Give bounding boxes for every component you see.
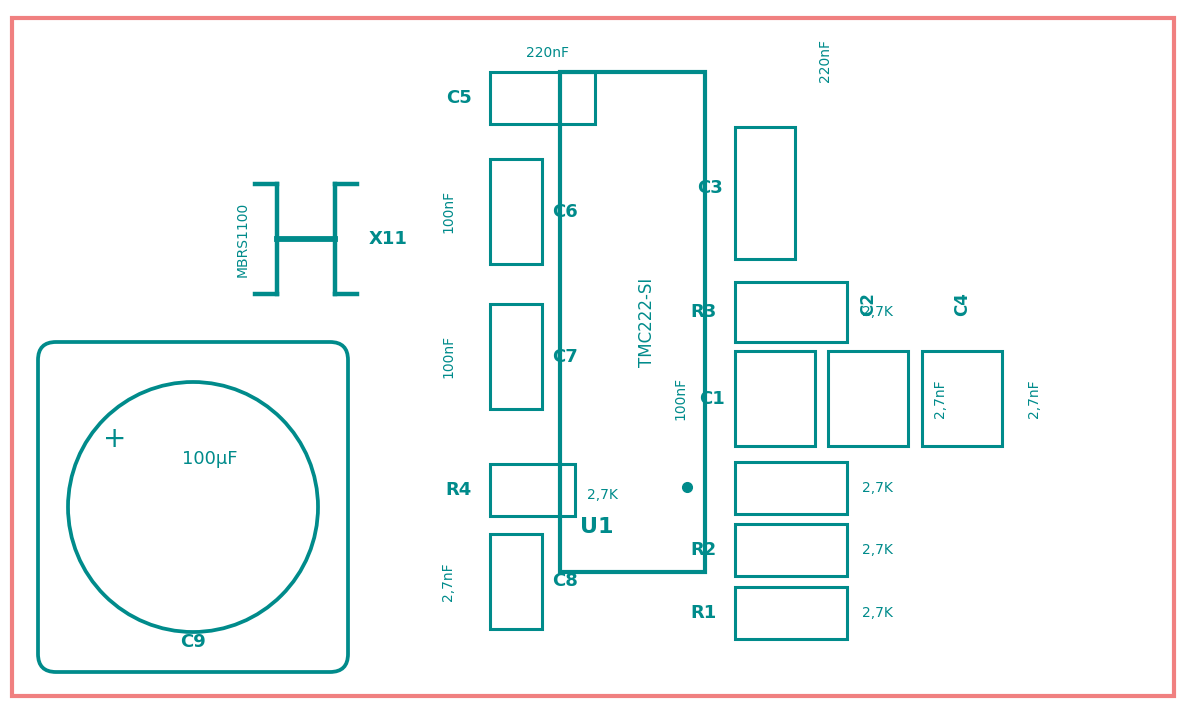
Text: 2,7K: 2,7K: [862, 543, 893, 557]
Text: C3: C3: [697, 179, 723, 197]
Bar: [922, 351, 1002, 446]
Text: C5: C5: [446, 89, 472, 107]
Text: 2,7nF: 2,7nF: [933, 379, 946, 418]
Bar: [560, 72, 704, 572]
Bar: [490, 72, 595, 124]
Text: 100nF: 100nF: [672, 377, 687, 420]
Bar: [828, 351, 908, 446]
Text: X11: X11: [369, 230, 408, 248]
Text: 2,7K: 2,7K: [862, 606, 893, 620]
Text: 2,7K: 2,7K: [862, 305, 893, 319]
Text: C4: C4: [954, 292, 971, 316]
Bar: [490, 464, 575, 516]
Bar: [735, 587, 847, 639]
Bar: [735, 351, 815, 446]
Text: 2,7nF: 2,7nF: [1027, 379, 1041, 418]
Text: C9: C9: [180, 633, 206, 651]
Text: 100μF: 100μF: [183, 450, 237, 468]
Text: 220nF: 220nF: [527, 46, 569, 60]
Text: C6: C6: [551, 203, 578, 221]
Text: C7: C7: [551, 348, 578, 366]
Text: C1: C1: [700, 390, 725, 408]
Text: 2,7K: 2,7K: [587, 488, 618, 502]
Text: 220nF: 220nF: [818, 39, 833, 82]
Text: R4: R4: [446, 481, 472, 499]
Bar: [735, 524, 847, 576]
Bar: [735, 282, 847, 342]
Text: R3: R3: [690, 303, 718, 321]
Text: C8: C8: [551, 573, 578, 590]
Bar: [490, 304, 542, 409]
Text: 2,7K: 2,7K: [862, 481, 893, 495]
Text: R1: R1: [690, 604, 718, 622]
Text: 100nF: 100nF: [441, 335, 455, 378]
Text: 2,7nF: 2,7nF: [441, 562, 455, 600]
Text: MBRS1100: MBRS1100: [236, 201, 250, 276]
Text: TMC222-SI: TMC222-SI: [638, 277, 657, 366]
Bar: [490, 159, 542, 264]
Bar: [490, 534, 542, 629]
Bar: [735, 462, 847, 514]
Text: +: +: [103, 425, 127, 453]
Text: C2: C2: [859, 292, 876, 316]
Text: R2: R2: [690, 541, 718, 559]
Text: 100nF: 100nF: [441, 190, 455, 233]
Bar: [735, 127, 795, 259]
Text: U1: U1: [580, 517, 613, 537]
